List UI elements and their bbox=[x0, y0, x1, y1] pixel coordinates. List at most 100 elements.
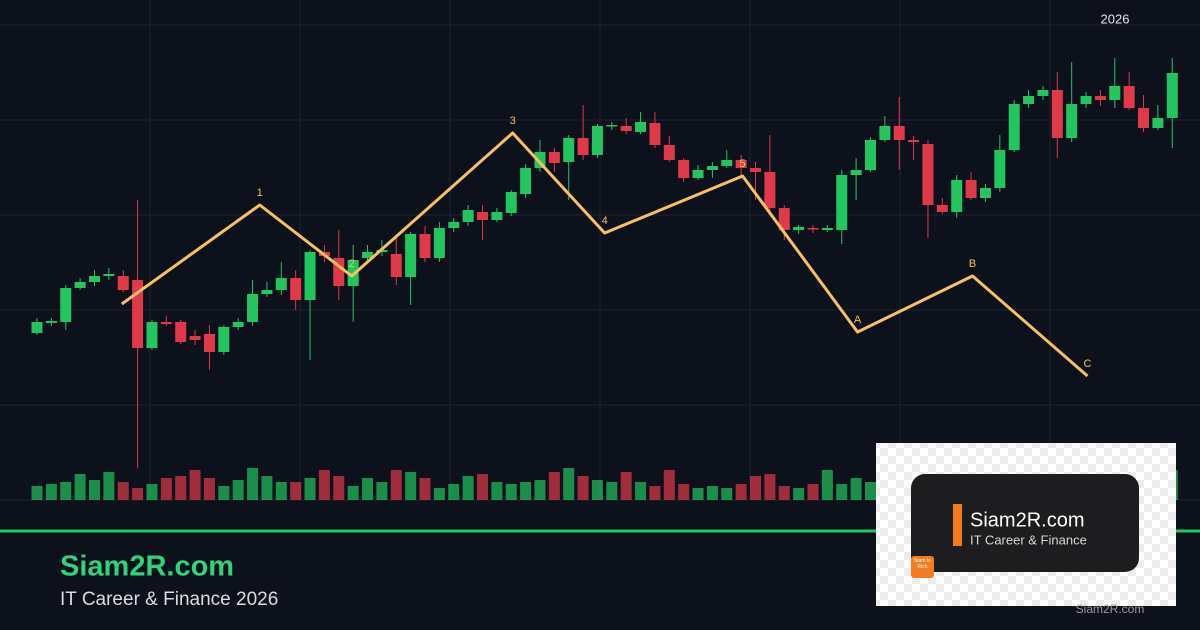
volume-bar bbox=[103, 472, 115, 500]
candle-body bbox=[74, 282, 86, 288]
volume-bar bbox=[362, 478, 374, 500]
candle-body bbox=[232, 322, 244, 327]
candle-body bbox=[1166, 73, 1178, 118]
candle-body bbox=[290, 278, 302, 300]
candle-body bbox=[476, 212, 488, 220]
candle-body bbox=[620, 126, 632, 131]
volume-bar bbox=[663, 470, 675, 500]
volume-bar bbox=[692, 488, 704, 500]
wave-label: B bbox=[969, 258, 976, 270]
candle-body bbox=[778, 208, 790, 230]
candle-body bbox=[1037, 90, 1049, 96]
volume-bar bbox=[275, 482, 287, 500]
volume-bar bbox=[189, 470, 201, 500]
volume-bar bbox=[117, 482, 129, 500]
candle-body bbox=[203, 334, 215, 352]
volume-bar bbox=[347, 486, 359, 500]
candle-body bbox=[764, 172, 776, 208]
volume-bar bbox=[203, 478, 215, 500]
brand-subtitle: IT Career & Finance 2026 bbox=[60, 589, 278, 610]
volume-bar bbox=[807, 484, 819, 500]
candle-body bbox=[405, 234, 417, 277]
volume-bar bbox=[706, 486, 718, 500]
volume-bar bbox=[750, 476, 762, 500]
volume-bar bbox=[635, 482, 647, 500]
candle-body bbox=[1094, 96, 1106, 100]
volume-bar bbox=[290, 482, 302, 500]
candle-body bbox=[160, 322, 172, 324]
candle-body bbox=[1008, 104, 1020, 150]
volume-bar bbox=[505, 484, 517, 500]
logo-badge-text: Siam to Rich bbox=[914, 558, 931, 570]
candle-body bbox=[1066, 104, 1078, 138]
candle-body bbox=[548, 152, 560, 163]
candle-body bbox=[1080, 96, 1092, 104]
logo-badge-box: Siam to Rich bbox=[914, 558, 931, 570]
candle-body bbox=[132, 280, 144, 348]
candle-body bbox=[936, 205, 948, 212]
candle-body bbox=[591, 126, 603, 155]
volume-bar bbox=[577, 476, 589, 500]
logo-panel: Siam2R.com IT Career & Finance Siam to R… bbox=[876, 443, 1176, 616]
volume-bar bbox=[160, 478, 172, 500]
candle-body bbox=[1138, 108, 1150, 128]
candle-body bbox=[1109, 86, 1121, 100]
candle-body bbox=[1051, 90, 1063, 138]
candle-body bbox=[606, 125, 618, 127]
volume-bar bbox=[476, 474, 488, 500]
candle-body bbox=[635, 122, 647, 132]
volume-bar bbox=[563, 468, 575, 500]
volume-bar bbox=[462, 476, 474, 500]
candle-body bbox=[864, 140, 876, 170]
candle-body bbox=[678, 160, 690, 178]
volume-bar bbox=[247, 468, 259, 500]
logo-badge bbox=[911, 556, 934, 578]
volume-bar bbox=[433, 488, 445, 500]
divider bbox=[0, 529, 1200, 533]
volume-bar bbox=[821, 470, 833, 500]
volume-bar bbox=[864, 482, 876, 500]
candle-body bbox=[45, 321, 57, 323]
candle-body bbox=[951, 180, 963, 212]
candle-body bbox=[390, 254, 402, 277]
candle-body bbox=[31, 322, 43, 333]
brand-title: Siam2R.com bbox=[60, 551, 234, 583]
volume-bar bbox=[793, 488, 805, 500]
volume-bar bbox=[778, 486, 790, 500]
candle-body bbox=[735, 160, 747, 168]
candle-body bbox=[908, 140, 920, 142]
candle-body bbox=[247, 294, 259, 322]
volume-bar bbox=[419, 478, 431, 500]
volume-bar bbox=[175, 476, 187, 500]
candle-body bbox=[663, 145, 675, 160]
wave-line bbox=[120, 131, 1089, 378]
volume-bar bbox=[88, 480, 100, 500]
volume-bar bbox=[376, 482, 388, 500]
volume-bar bbox=[304, 478, 316, 500]
candle-body bbox=[261, 290, 273, 294]
candle-body bbox=[103, 274, 115, 276]
candle-body bbox=[491, 212, 503, 220]
wave-label: 2 bbox=[349, 258, 355, 270]
volume-bar bbox=[60, 482, 72, 500]
volume-bar bbox=[218, 486, 230, 500]
candle-body bbox=[433, 228, 445, 258]
candle-body bbox=[520, 168, 532, 194]
volume-bar bbox=[146, 484, 158, 500]
candle-body bbox=[218, 327, 230, 352]
candle-body bbox=[965, 180, 977, 198]
wave-label: 5 bbox=[740, 158, 746, 170]
volume-bar bbox=[74, 474, 86, 500]
candle-body bbox=[922, 144, 934, 205]
candle-body bbox=[304, 252, 316, 300]
volume-bar bbox=[132, 488, 144, 500]
logo-bar bbox=[953, 504, 962, 546]
candle-body bbox=[979, 188, 991, 198]
wave-label: C bbox=[1084, 358, 1092, 370]
candle-body bbox=[419, 234, 431, 258]
logo-subtitle: IT Career & Finance bbox=[970, 532, 1087, 547]
candle-body bbox=[60, 288, 72, 322]
candle-body bbox=[721, 160, 733, 166]
volume-bar bbox=[534, 480, 546, 500]
